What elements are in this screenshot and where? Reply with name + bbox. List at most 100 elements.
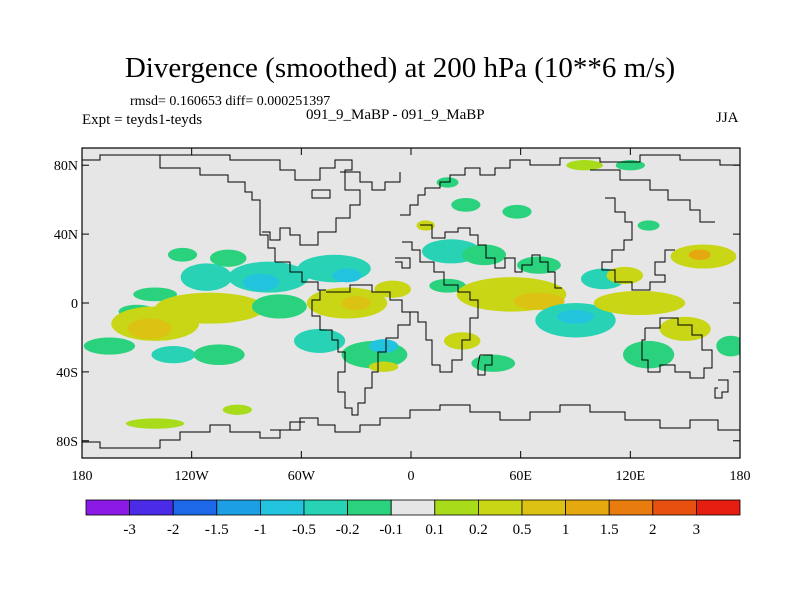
coastline	[270, 421, 305, 431]
colorbar-label: 1	[562, 522, 570, 538]
y-tick-label: 40S	[56, 366, 78, 381]
colorbar-label: -2	[167, 522, 180, 538]
coastline	[340, 171, 401, 191]
colorbar-swatch	[477, 499, 523, 516]
colorbar-label: 0.1	[425, 522, 444, 538]
coastline	[275, 261, 326, 291]
colorbar-label: 0.2	[469, 522, 488, 538]
contour-fill	[193, 344, 245, 365]
coastline	[477, 354, 493, 376]
colorbar-label: -0.5	[292, 522, 316, 538]
coastline	[395, 257, 411, 269]
contour-fill	[251, 294, 307, 319]
season-label: JJA	[716, 110, 739, 126]
contour-fill	[502, 204, 532, 219]
colorbar-label: 1.5	[600, 522, 619, 538]
colorbar-swatch	[216, 499, 261, 516]
contour-fill	[125, 418, 185, 429]
y-tick-label: 40N	[54, 228, 78, 243]
coastlines	[82, 154, 740, 449]
contour-fill	[133, 287, 178, 302]
contour-fill	[151, 346, 196, 364]
colorbar-label: -3	[123, 522, 136, 538]
contour-fill	[471, 354, 516, 372]
contour-fill	[688, 249, 711, 260]
coastline	[311, 189, 331, 199]
contour-fill	[659, 316, 711, 341]
contour-fill	[615, 160, 645, 171]
x-tick-label: 180	[730, 469, 751, 484]
contour-fill	[606, 266, 644, 285]
colorbar-swatch	[172, 499, 218, 516]
case-subtitle: 091_9_MaBP - 091_9_MaBP	[306, 107, 485, 123]
contour-fill	[242, 273, 280, 291]
contour-fill	[513, 292, 565, 310]
colorbar-swatch	[434, 499, 479, 516]
contour-fill	[451, 197, 481, 212]
y-tick-label: 0	[71, 297, 78, 312]
x-tick-label: 60E	[509, 469, 532, 484]
coastline	[160, 154, 361, 246]
colorbar-swatch	[303, 499, 348, 516]
rmsd-diff-stats: rmsd= 0.160653 diff= 0.000251397	[130, 94, 331, 109]
contour-fill	[341, 296, 371, 310]
coastline	[400, 154, 740, 216]
coastline	[641, 317, 713, 379]
divergence-contour-fills	[83, 160, 740, 429]
axes: 180 120W 60W 0 60E 120E 180 80N 40N 0 40S 80S	[54, 148, 751, 484]
contour-fill	[127, 318, 172, 340]
contour-fill	[83, 337, 136, 355]
x-tick-label: 0	[408, 469, 415, 484]
experiment-label: Expt = teyds1-teyds	[82, 112, 203, 128]
contour-fill	[209, 249, 247, 267]
contour-fill	[167, 247, 198, 262]
contour-fill	[155, 292, 265, 324]
colorbar-label: -1.5	[205, 522, 229, 538]
colorbar-swatch	[390, 499, 436, 516]
colorbar-label: -1	[254, 522, 267, 538]
colorbar-swatch	[259, 499, 305, 516]
contour-fill	[517, 256, 561, 274]
coastline	[311, 284, 411, 416]
y-tick-label: 80S	[56, 435, 78, 450]
contour-fill	[368, 339, 399, 353]
colorbar-swatch	[129, 499, 174, 516]
coastline	[590, 169, 715, 223]
x-tick-label: 60W	[288, 469, 316, 484]
colorbar-label: -0.2	[336, 522, 360, 538]
contour-fill	[180, 263, 232, 291]
x-tick-label: 120E	[616, 469, 646, 484]
colorbar-label: -0.1	[379, 522, 403, 538]
contour-fill	[623, 340, 675, 369]
x-tick-label: 180	[72, 469, 93, 484]
colorbar-label: 0.5	[513, 522, 532, 538]
y-tick-label: 80N	[54, 159, 78, 174]
coastline	[420, 224, 562, 289]
contour-fill	[332, 268, 362, 283]
contour-fill	[566, 160, 603, 171]
contour-fill	[462, 244, 507, 266]
colorbar: -3 -2 -1.5 -1 -0.5 -0.2 -0.1 0.1 0.2 0.5 1 1.5 2 3	[85, 499, 741, 538]
colorbar-swatch	[347, 499, 392, 516]
colorbar-swatch	[696, 499, 741, 516]
contour-fill	[557, 309, 594, 324]
colorbar-swatch	[652, 499, 697, 516]
colorbar-label: 3	[693, 522, 701, 538]
colorbar-swatch	[608, 499, 654, 516]
contour-fill	[637, 220, 660, 231]
colorbar-swatch	[565, 499, 610, 516]
coastline	[601, 197, 675, 291]
coastline	[82, 404, 740, 449]
coastline	[402, 241, 479, 373]
contour-fill	[593, 290, 686, 316]
contour-fill	[716, 335, 740, 357]
colorbar-label: 2	[649, 522, 657, 538]
contour-fill	[222, 404, 252, 415]
contour-fill	[374, 280, 411, 298]
colorbar-swatch	[85, 499, 130, 516]
colorbar-swatch	[521, 499, 566, 516]
coastline	[714, 379, 729, 399]
contour-fill	[368, 361, 399, 372]
contour-fill	[429, 278, 466, 293]
